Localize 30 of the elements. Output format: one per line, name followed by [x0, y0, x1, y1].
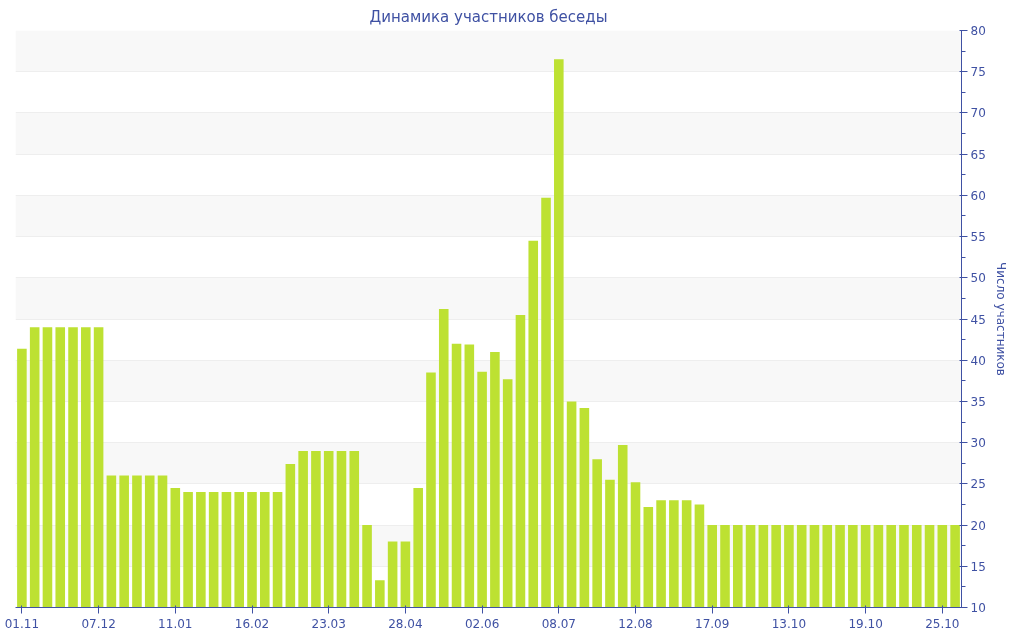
- y-tick-label: 75: [970, 65, 986, 80]
- x-tick-label: 11.01: [158, 616, 193, 631]
- y-tick-label: 20: [970, 518, 986, 533]
- y-tick-label: 45: [970, 312, 986, 327]
- y-tick-label: 80: [970, 24, 986, 38]
- x-tick-label: 19.10: [848, 616, 883, 631]
- x-tick-label: 12.08: [618, 616, 653, 631]
- x-tick-label: 28.04: [388, 616, 423, 631]
- y-tick-label: 35: [970, 394, 986, 409]
- y-tick-label: 55: [970, 230, 986, 245]
- y-tick-label: 50: [970, 271, 986, 286]
- x-tick-label: 02.06: [464, 616, 500, 631]
- y-tick-label: 30: [970, 436, 986, 451]
- y-tick-label: 15: [970, 559, 986, 574]
- x-tick-label: 13.10: [771, 616, 807, 631]
- x-tick-label: 08.07: [541, 616, 576, 631]
- y-axis-title: Число участников: [993, 262, 1008, 376]
- x-tick-label: 25.10: [925, 616, 960, 631]
- x-tick-label: 16.02: [234, 616, 270, 631]
- y-tick-label: 10: [970, 601, 986, 615]
- y-tick-label: 40: [970, 353, 986, 368]
- x-tick-label: 23.03: [311, 616, 346, 631]
- y-tick-label: 60: [970, 188, 986, 203]
- y-tick-label: 65: [970, 147, 986, 162]
- x-tick-label: 07.12: [81, 616, 116, 631]
- y-tick-label: 70: [970, 106, 986, 121]
- y-tick-label: 25: [970, 477, 986, 492]
- chart-title: Динамика участников беседы: [369, 7, 608, 26]
- x-tick-label: 17.09: [695, 616, 730, 631]
- x-tick-label: 01.11: [4, 616, 40, 631]
